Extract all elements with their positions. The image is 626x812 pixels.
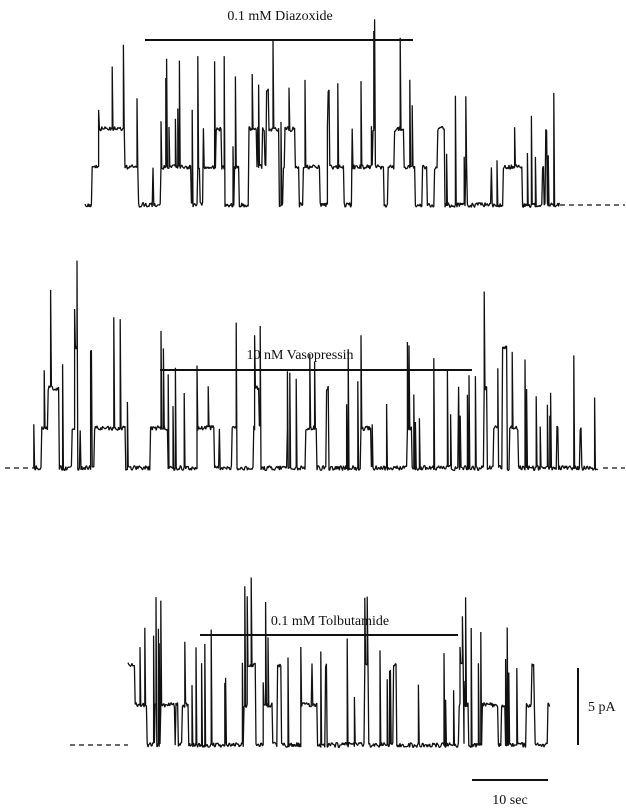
- panel-label: 0.1 mM Diazoxide: [227, 9, 332, 24]
- current-trace: [32, 260, 599, 472]
- current-trace: [84, 19, 561, 208]
- current-trace: [127, 577, 551, 749]
- panel-label: 10 nM Vasopressin: [246, 348, 353, 363]
- scale-label: 5 pA: [588, 700, 617, 715]
- panel-label: 0.1 mM Tolbutamide: [271, 614, 389, 629]
- scale-label: 10 sec: [492, 793, 527, 808]
